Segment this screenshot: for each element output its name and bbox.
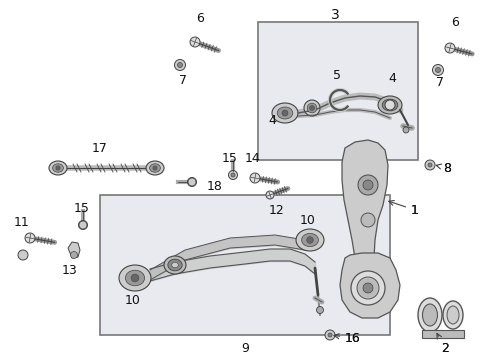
Circle shape <box>385 100 395 110</box>
Circle shape <box>188 177 196 186</box>
Bar <box>422 330 464 338</box>
Text: 7: 7 <box>436 76 444 89</box>
Circle shape <box>266 191 274 199</box>
Ellipse shape <box>307 103 317 113</box>
Circle shape <box>25 233 35 243</box>
Text: 8: 8 <box>443 162 451 175</box>
Circle shape <box>436 68 441 72</box>
Circle shape <box>153 166 157 170</box>
Ellipse shape <box>277 107 293 119</box>
Text: 14: 14 <box>245 152 261 165</box>
Circle shape <box>81 223 85 227</box>
Circle shape <box>79 221 87 229</box>
Circle shape <box>250 173 260 183</box>
Text: 6: 6 <box>451 15 459 28</box>
Ellipse shape <box>49 161 67 175</box>
Ellipse shape <box>443 301 463 329</box>
Circle shape <box>190 37 200 47</box>
Text: 9: 9 <box>241 342 249 355</box>
Bar <box>100 195 390 335</box>
Ellipse shape <box>378 96 402 114</box>
Ellipse shape <box>302 233 318 247</box>
Circle shape <box>428 163 432 167</box>
Circle shape <box>358 175 378 195</box>
Circle shape <box>425 160 435 170</box>
Circle shape <box>310 105 315 111</box>
Ellipse shape <box>447 306 459 324</box>
Text: 1: 1 <box>411 203 419 216</box>
Ellipse shape <box>119 265 151 291</box>
Ellipse shape <box>52 164 63 172</box>
Text: 4: 4 <box>388 72 396 85</box>
Ellipse shape <box>125 270 145 286</box>
Bar <box>258 22 418 160</box>
Text: 16: 16 <box>334 332 361 345</box>
Text: 2: 2 <box>441 342 449 355</box>
Ellipse shape <box>418 298 442 332</box>
Text: 17: 17 <box>92 141 108 154</box>
Circle shape <box>328 333 332 337</box>
Ellipse shape <box>272 103 298 123</box>
Text: 13: 13 <box>62 264 78 276</box>
Circle shape <box>188 178 196 186</box>
Ellipse shape <box>382 99 398 111</box>
Circle shape <box>282 110 288 116</box>
Ellipse shape <box>387 102 393 108</box>
Circle shape <box>174 59 186 71</box>
Circle shape <box>317 306 323 314</box>
Text: 15: 15 <box>74 202 90 215</box>
Circle shape <box>71 252 77 258</box>
Text: 16: 16 <box>345 332 361 345</box>
Text: 7: 7 <box>179 73 187 86</box>
Text: 4: 4 <box>268 113 276 126</box>
Text: 12: 12 <box>269 203 285 216</box>
Ellipse shape <box>422 304 438 326</box>
Text: 10: 10 <box>300 213 316 226</box>
Text: 2: 2 <box>437 333 449 355</box>
Ellipse shape <box>149 164 160 172</box>
Circle shape <box>351 271 385 305</box>
Circle shape <box>78 220 88 230</box>
Circle shape <box>433 64 443 76</box>
Polygon shape <box>342 140 395 298</box>
Text: 11: 11 <box>14 216 30 229</box>
Circle shape <box>131 274 139 282</box>
Text: 5: 5 <box>333 68 341 81</box>
Text: 1: 1 <box>389 201 419 216</box>
Ellipse shape <box>172 262 178 268</box>
Circle shape <box>361 213 375 227</box>
Polygon shape <box>340 253 400 318</box>
Circle shape <box>403 127 409 133</box>
Circle shape <box>190 180 194 184</box>
Text: 6: 6 <box>196 12 204 24</box>
Circle shape <box>363 283 373 293</box>
Text: 15: 15 <box>222 152 238 165</box>
Circle shape <box>445 43 455 53</box>
Circle shape <box>231 173 235 177</box>
Circle shape <box>56 166 60 170</box>
Text: 8: 8 <box>436 162 451 175</box>
Polygon shape <box>68 242 80 258</box>
Ellipse shape <box>168 259 182 271</box>
Circle shape <box>325 330 335 340</box>
Ellipse shape <box>296 229 324 251</box>
Circle shape <box>363 180 373 190</box>
Circle shape <box>307 237 313 243</box>
Circle shape <box>177 63 182 68</box>
Ellipse shape <box>146 161 164 175</box>
Ellipse shape <box>304 100 320 116</box>
Circle shape <box>228 171 238 180</box>
Text: 3: 3 <box>331 8 340 22</box>
Circle shape <box>18 250 28 260</box>
Text: 10: 10 <box>125 293 141 306</box>
Circle shape <box>357 277 379 299</box>
Text: 18: 18 <box>207 180 223 193</box>
Ellipse shape <box>164 256 186 274</box>
